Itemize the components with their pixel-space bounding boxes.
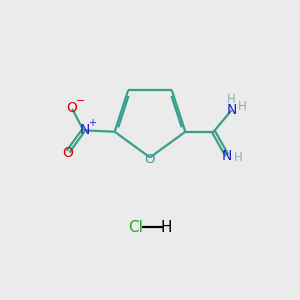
Text: O: O bbox=[66, 101, 77, 115]
Text: O: O bbox=[145, 153, 155, 166]
Text: H: H bbox=[234, 151, 243, 164]
Text: H: H bbox=[238, 100, 247, 113]
Text: +: + bbox=[88, 118, 96, 128]
Text: H: H bbox=[227, 93, 236, 106]
Text: N: N bbox=[226, 103, 237, 117]
Text: H: H bbox=[160, 220, 172, 235]
Text: Cl: Cl bbox=[128, 220, 142, 235]
Text: N: N bbox=[79, 123, 89, 137]
Text: N: N bbox=[222, 148, 232, 163]
Text: −: − bbox=[76, 96, 85, 106]
Text: O: O bbox=[62, 146, 73, 160]
